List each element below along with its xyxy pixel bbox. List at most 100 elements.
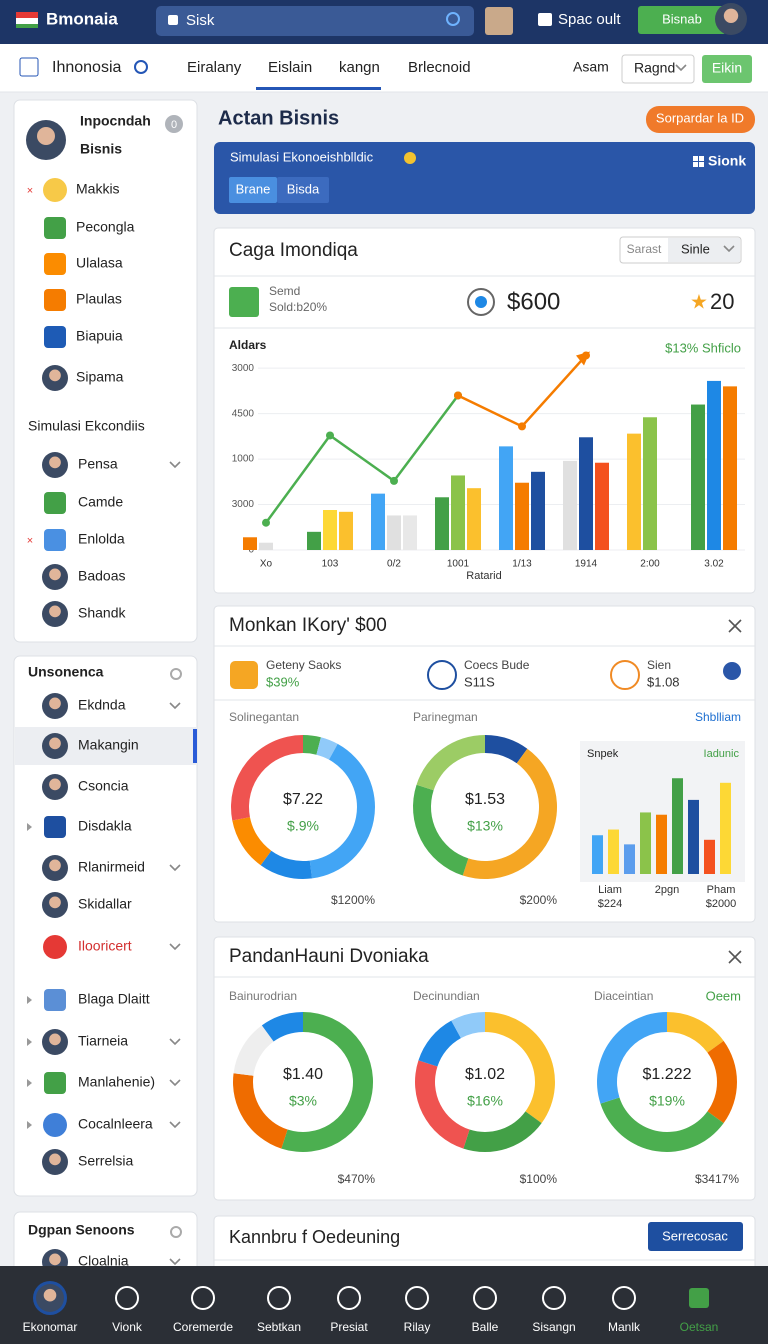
menu-item[interactable]: Cocalnleera bbox=[78, 1116, 153, 1132]
mini-bar bbox=[608, 829, 619, 874]
header-button[interactable] bbox=[638, 6, 726, 34]
menu-item[interactable]: Ekdnda bbox=[78, 697, 126, 713]
card-title: Monkan IKory' $00 bbox=[229, 615, 387, 636]
menu-item[interactable]: Sipama bbox=[76, 369, 124, 385]
menu-item[interactable]: Shandk bbox=[78, 605, 126, 621]
nav-label[interactable]: Manlk bbox=[608, 1320, 641, 1334]
search-box[interactable] bbox=[156, 6, 474, 36]
menu-item[interactable]: Badoas bbox=[78, 568, 125, 584]
logo bbox=[16, 18, 38, 24]
nav-icon bbox=[191, 1286, 215, 1310]
marker: × bbox=[27, 535, 33, 547]
x-tick-label: 2:00 bbox=[640, 559, 660, 570]
icon bbox=[43, 178, 67, 202]
nav-label[interactable]: Coremerde bbox=[173, 1320, 233, 1334]
icon bbox=[43, 935, 67, 959]
avatar-face bbox=[723, 8, 739, 23]
nav-label[interactable]: Ekonomar bbox=[23, 1320, 78, 1334]
bottom-nav bbox=[0, 1266, 768, 1344]
nav-tab[interactable]: Brlecnoid bbox=[408, 59, 471, 76]
select-label: Ragnd bbox=[634, 60, 675, 76]
expand-icon bbox=[27, 1079, 32, 1087]
icon bbox=[43, 1113, 67, 1137]
banner-link: Sionk bbox=[708, 153, 746, 169]
nav-button[interactable] bbox=[702, 55, 752, 83]
banner-tab[interactable] bbox=[277, 177, 329, 203]
stat-icon bbox=[229, 287, 259, 317]
menu-item[interactable]: Csoncia bbox=[78, 778, 129, 794]
menu-item[interactable]: Manlahenie) bbox=[78, 1074, 155, 1090]
icon bbox=[44, 816, 66, 838]
menu-item[interactable]: Tiarneia bbox=[78, 1033, 128, 1049]
donut-title: Parinegman bbox=[413, 710, 478, 724]
menu-item[interactable]: Camde bbox=[78, 494, 123, 510]
mini-bar bbox=[704, 839, 715, 874]
nav-label[interactable]: Vionk bbox=[112, 1320, 143, 1334]
chevron bbox=[675, 64, 687, 72]
card-title: Caga Imondiqa bbox=[229, 240, 358, 261]
marker: × bbox=[27, 185, 33, 197]
donut-segment bbox=[485, 1012, 555, 1124]
stat-value: $1.08 bbox=[647, 674, 680, 689]
menu-item[interactable]: Disdakla bbox=[78, 818, 132, 834]
banner-tab[interactable] bbox=[229, 177, 277, 203]
stat-count: 20 bbox=[710, 289, 734, 314]
menu-item[interactable]: Biapuia bbox=[76, 328, 123, 344]
action-button[interactable] bbox=[646, 106, 755, 133]
bar bbox=[515, 482, 529, 550]
donut-title: Diaceintian bbox=[594, 989, 653, 1003]
nav-tab[interactable]: Eislain bbox=[268, 59, 312, 76]
donut-percent: $13% bbox=[467, 818, 503, 834]
nav-label[interactable]: Oetsan bbox=[680, 1320, 719, 1334]
card-button[interactable] bbox=[648, 1222, 743, 1251]
menu-item[interactable]: Enlolda bbox=[78, 531, 125, 547]
chevron bbox=[169, 702, 181, 710]
mini-label: Pham bbox=[707, 884, 736, 896]
nav-label[interactable]: Balle bbox=[472, 1320, 499, 1334]
nav-label[interactable]: Sebtkan bbox=[257, 1320, 301, 1334]
menu-item[interactable]: Ilooricert bbox=[78, 938, 132, 954]
menu-item[interactable]: Blaga Dlaitt bbox=[78, 991, 150, 1007]
link[interactable]: Shblliam bbox=[695, 710, 741, 724]
nav-tab[interactable]: kangn bbox=[339, 59, 380, 76]
chevron bbox=[169, 461, 181, 469]
menu-item[interactable]: Makkis bbox=[76, 181, 120, 197]
logo bbox=[16, 24, 38, 28]
donut-percent: $19% bbox=[649, 1093, 685, 1109]
menu-item[interactable]: Makangin bbox=[78, 737, 139, 753]
menu-item[interactable]: Plaulas bbox=[76, 291, 122, 307]
bar bbox=[339, 511, 353, 550]
donut-segment bbox=[463, 1111, 542, 1152]
expand-icon bbox=[27, 1038, 32, 1046]
flag-icon bbox=[485, 7, 513, 35]
chevron bbox=[169, 864, 181, 872]
menu-item[interactable]: Pensa bbox=[78, 456, 118, 472]
donut-segment bbox=[233, 1025, 274, 1076]
stat-label: Coecs Bude bbox=[464, 658, 530, 672]
close-icon[interactable] bbox=[728, 619, 742, 633]
nav-label[interactable]: Rilay bbox=[404, 1320, 431, 1334]
close-icon[interactable] bbox=[728, 950, 742, 964]
donut-segment bbox=[451, 1012, 485, 1039]
mini-bar bbox=[720, 782, 731, 874]
menu-item[interactable]: Skidallar bbox=[78, 896, 132, 912]
icon bbox=[699, 162, 704, 167]
icon bbox=[168, 15, 178, 25]
menu-item[interactable]: Pecongla bbox=[76, 219, 135, 235]
avatar-face bbox=[49, 1253, 61, 1266]
menu-item[interactable]: Serrelsia bbox=[78, 1153, 133, 1169]
nav-label[interactable]: Sisangn bbox=[532, 1320, 575, 1334]
menu-item[interactable]: Cloalnia bbox=[78, 1253, 129, 1269]
nav-icon bbox=[612, 1286, 636, 1310]
nav-tab[interactable]: Eiralany bbox=[187, 59, 242, 76]
menu-item[interactable]: Rlanirmeid bbox=[78, 859, 145, 875]
donut-segment bbox=[309, 743, 375, 879]
icon bbox=[699, 156, 704, 161]
select[interactable] bbox=[621, 54, 695, 84]
nav-label[interactable]: Presiat bbox=[330, 1320, 368, 1334]
chevron bbox=[169, 1258, 181, 1266]
bar bbox=[451, 475, 465, 550]
donut-value: $7.22 bbox=[283, 791, 323, 808]
menu-item[interactable]: Ulalasa bbox=[76, 255, 123, 271]
